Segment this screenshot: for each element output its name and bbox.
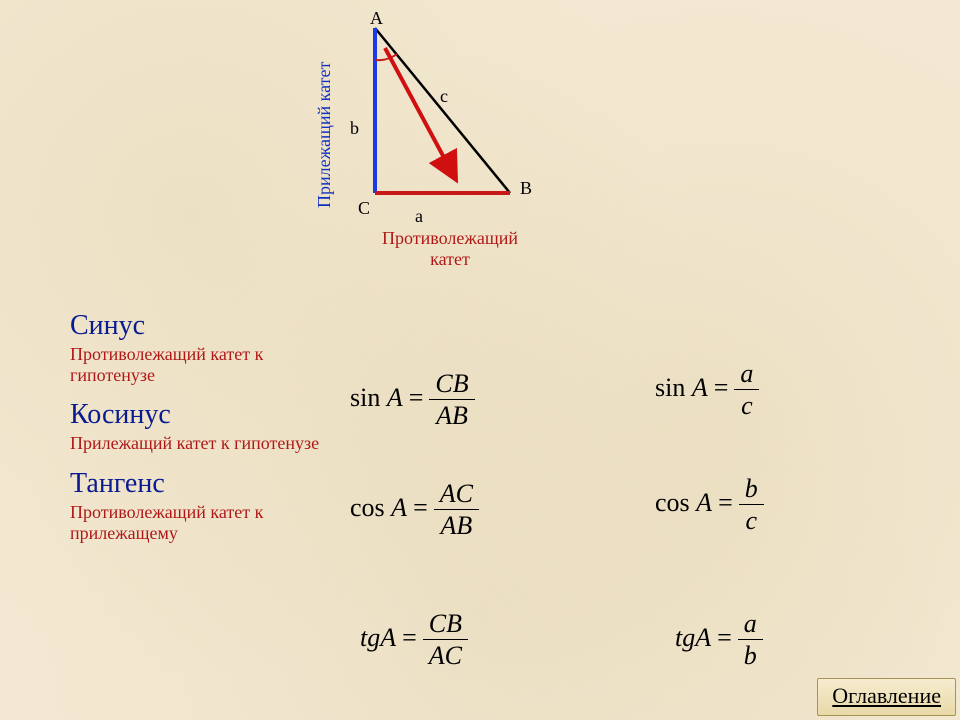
side-b-label: b — [350, 118, 359, 139]
triangle-diagram: Прилежащий катет A B C b a c Противолежа… — [290, 8, 570, 258]
formula-tg-caps: tgA=CBAC — [360, 610, 468, 670]
tangent-sub: Противолежащий катет к прилежащему — [70, 502, 340, 543]
sine-title: Синус — [70, 310, 340, 342]
side-c-label: c — [440, 86, 448, 107]
definitions-column: Синус Противолежащий катет к гипотенузе … — [70, 310, 340, 557]
formula-sin-caps: sin A=CBAB — [350, 370, 475, 430]
toc-button[interactable]: Оглавление — [817, 678, 956, 716]
hypotenuse — [375, 28, 510, 193]
vertex-c-label: C — [358, 198, 370, 219]
vertex-a-label: A — [370, 8, 383, 29]
side-a-label: a — [415, 206, 423, 227]
opposite-caption: Противолежащий катет — [360, 228, 540, 269]
formula-tg-lower: tgA=ab — [675, 610, 763, 670]
formula-cos-lower: cos A=bc — [655, 475, 764, 535]
adjacent-caption: Прилежащий катет — [314, 62, 335, 208]
vertex-b-label: B — [520, 178, 532, 199]
cosine-sub: Прилежащий катет к гипотенузе — [70, 433, 340, 454]
formula-cos-caps: cos A=ACAB — [350, 480, 479, 540]
sine-sub: Противолежащий катет к гипотенузе — [70, 344, 340, 385]
slide: Прилежащий катет A B C b a c Противолежа… — [0, 0, 960, 720]
formula-sin-lower: sin A=ac — [655, 360, 759, 420]
cosine-title: Косинус — [70, 399, 340, 431]
angle-arc — [375, 54, 397, 60]
tangent-title: Тангенс — [70, 468, 340, 500]
